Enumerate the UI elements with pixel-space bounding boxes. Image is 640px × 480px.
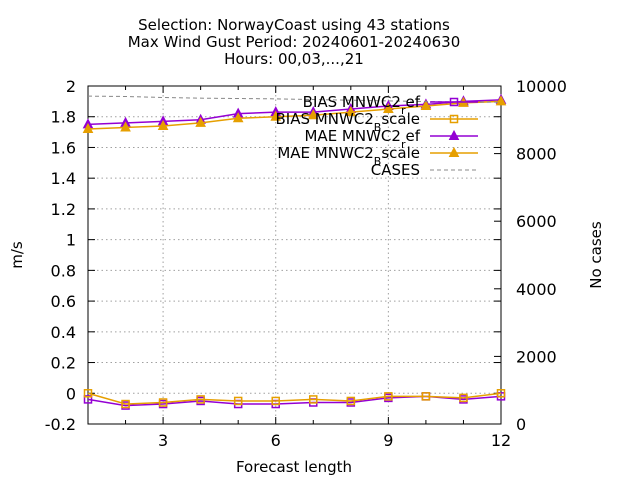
data-point	[157, 119, 169, 130]
legend-entry: CASES	[371, 161, 478, 179]
axes: -0.2 0 0.2 0.4 0.6 0.8 1 1.2 1.4 1.6 1.8 2 0 2000 4000…	[8, 77, 605, 476]
x-tick-label: 12	[491, 431, 511, 450]
x-tick-label: 9	[383, 431, 393, 450]
series-line	[87, 99, 502, 126]
legend-entry: MAE MNWC2ref	[304, 127, 478, 151]
y2-tick-label: 2000	[516, 347, 557, 366]
x-tick-label: 6	[271, 431, 281, 450]
y-tick-label: 2	[66, 77, 76, 96]
data-point	[495, 95, 507, 106]
data-point	[307, 109, 319, 120]
data-point	[121, 399, 130, 409]
y-tick-label: 1.6	[51, 138, 76, 157]
data-point	[384, 392, 393, 401]
y-tick-label: -0.2	[45, 415, 76, 434]
data-point	[421, 392, 431, 401]
data-point	[309, 395, 318, 404]
plot-frame	[87, 85, 502, 425]
data-point	[271, 396, 280, 406]
series	[82, 93, 507, 410]
legend-marker	[448, 129, 460, 140]
title-line: Max Wind Gust Period: 20240601-20240630	[128, 33, 461, 51]
y-tick-label: 0.4	[51, 323, 76, 342]
legend-label: BIAS MNWC2ref	[303, 93, 421, 117]
y-tick-label: 1.8	[51, 108, 76, 127]
data-point	[233, 396, 243, 406]
y-tick-label: 1.2	[51, 200, 76, 219]
data-point	[270, 110, 282, 121]
title-line: Hours: 00,03,...,21	[224, 50, 364, 68]
x-tick-label: 3	[158, 431, 168, 450]
legend-marker	[449, 114, 459, 124]
legend-label: MAE MNWC2Bscale	[277, 144, 420, 168]
data-point	[232, 112, 244, 123]
y2-tick-label: 6000	[516, 212, 557, 231]
y-axis-label: m/s	[8, 241, 26, 269]
y2-tick-label: 0	[516, 415, 526, 434]
series-line	[87, 100, 502, 130]
legend-entry: BIAS MNWC2ref	[303, 93, 478, 117]
data-point	[158, 398, 168, 407]
chart-title: Selection: NorwayCoast using 43 stations…	[128, 16, 461, 68]
y2-tick-label: 4000	[516, 280, 557, 299]
y-tick-label: 1	[66, 231, 76, 250]
y-tick-label: 0.8	[51, 261, 76, 280]
y2-tick-label: 8000	[516, 145, 557, 164]
data-point	[196, 395, 205, 404]
grid	[88, 86, 501, 424]
data-point	[459, 393, 468, 403]
data-point	[120, 121, 131, 132]
data-point	[345, 106, 357, 117]
y-tick-label: 0.6	[51, 292, 76, 311]
series-3	[82, 95, 507, 134]
y-tick-label: 1.4	[51, 169, 76, 188]
y2-tick-label: 10000	[516, 77, 567, 96]
series-line	[87, 392, 502, 405]
series-line	[87, 395, 502, 407]
series-0	[83, 392, 506, 410]
y-tick-label: 0.2	[51, 354, 76, 373]
series-1	[83, 389, 506, 409]
y2-axis-label: No cases	[587, 221, 605, 289]
legend-label: CASES	[371, 161, 420, 179]
legend-marker	[449, 97, 459, 107]
data-point	[83, 389, 93, 398]
data-point	[82, 122, 94, 134]
legend-marker	[448, 146, 460, 157]
legend-label: MAE MNWC2ref	[304, 127, 420, 151]
data-point	[420, 99, 432, 110]
legend-entry: MAE MNWC2Bscale	[277, 144, 478, 168]
legend-entry: BIAS MNWC2Bscale	[276, 110, 478, 134]
title-line: Selection: NorwayCoast using 43 stations	[138, 16, 450, 34]
legend-label: BIAS MNWC2Bscale	[276, 110, 420, 134]
data-point	[83, 395, 93, 404]
data-point	[346, 396, 356, 406]
data-point	[195, 116, 206, 127]
y-tick-label: 0	[66, 384, 76, 403]
x-axis-label: Forecast length	[236, 458, 352, 476]
data-point	[496, 389, 506, 398]
data-point	[383, 102, 394, 114]
